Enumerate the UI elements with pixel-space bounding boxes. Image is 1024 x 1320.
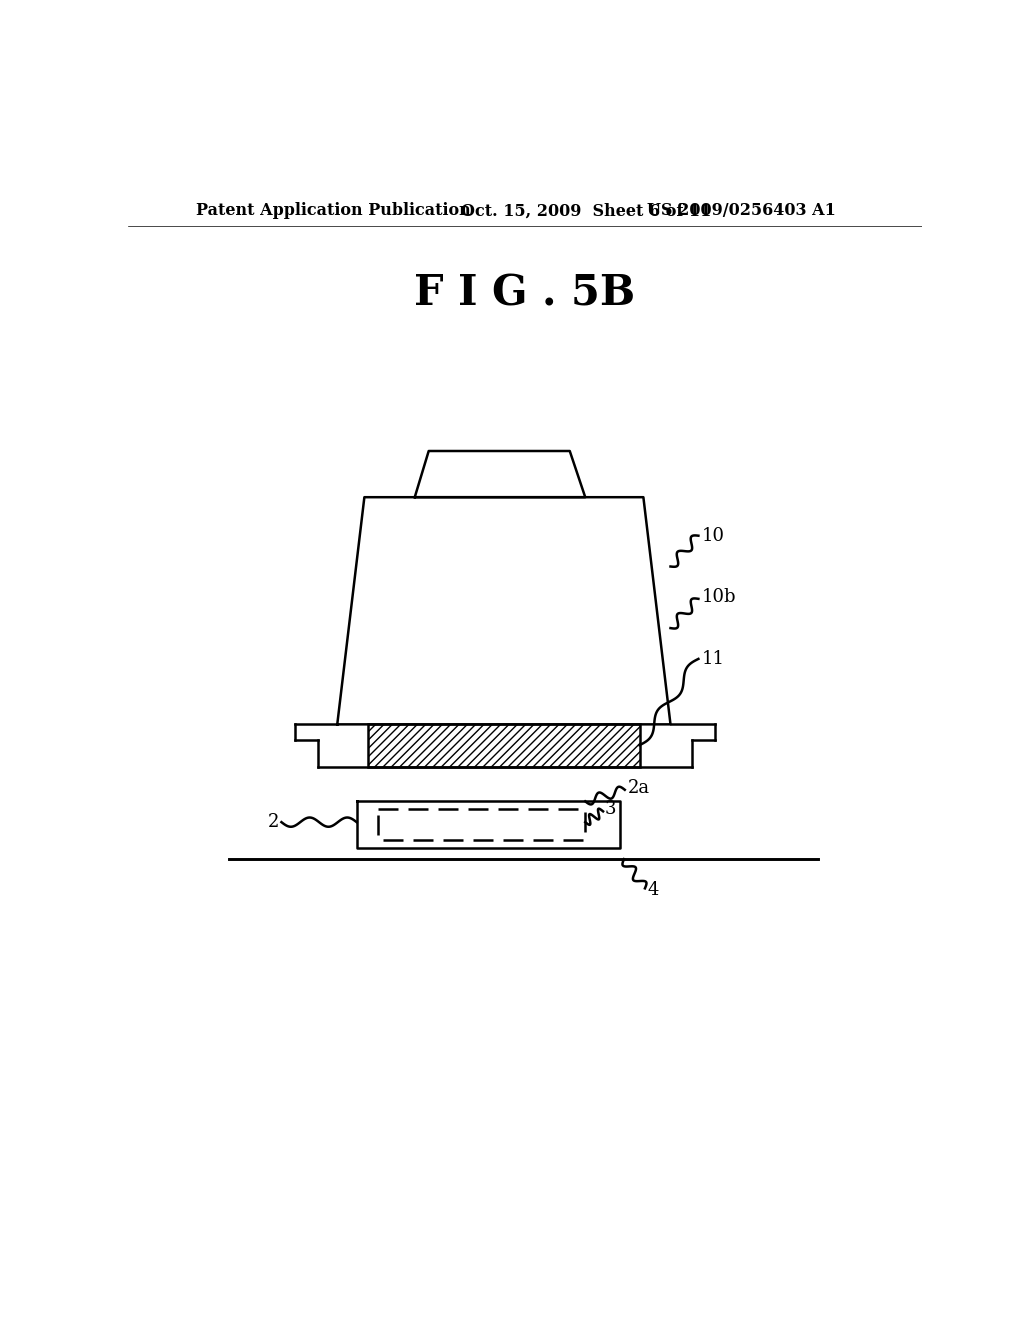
Text: F I G . 5B: F I G . 5B [415, 272, 635, 314]
Text: Patent Application Publication: Patent Application Publication [197, 202, 471, 219]
Text: Oct. 15, 2009  Sheet 6 of 11: Oct. 15, 2009 Sheet 6 of 11 [461, 202, 712, 219]
Bar [369, 725, 640, 767]
Text: US 2009/0256403 A1: US 2009/0256403 A1 [647, 202, 837, 219]
Text: 2a: 2a [628, 779, 650, 797]
Text: 4: 4 [647, 880, 658, 899]
Text: 2: 2 [267, 813, 280, 832]
Text: 10: 10 [701, 527, 725, 545]
Text: 3: 3 [604, 800, 616, 818]
Text: 11: 11 [701, 649, 725, 668]
Text: 10b: 10b [701, 589, 736, 606]
